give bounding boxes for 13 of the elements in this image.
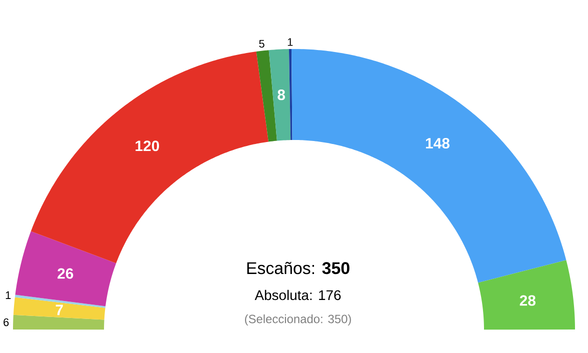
data-label: 120 <box>136 140 160 152</box>
text: Escaños: 350 <box>247 262 350 274</box>
data-label: 7 <box>56 304 63 316</box>
data-label: 28 <box>520 295 536 306</box>
data-label: 1 <box>288 38 293 46</box>
text: Absoluta: 176 <box>254 290 341 300</box>
text: (Seleccionado: 350) <box>245 314 351 326</box>
data-label: 6 <box>4 318 9 326</box>
data-label: 5 <box>259 40 264 48</box>
data-label: 26 <box>58 268 74 279</box>
data-label: 8 <box>278 90 286 100</box>
data-label: 1 <box>6 291 11 299</box>
data-label: 148 <box>426 138 450 149</box>
